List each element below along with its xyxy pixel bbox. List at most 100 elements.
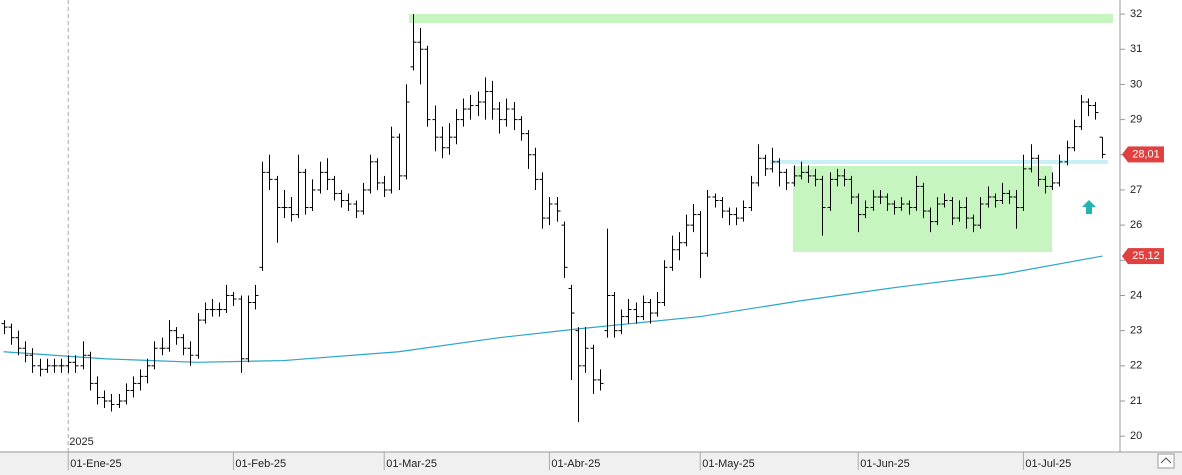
ohlc-bar: [970, 214, 977, 233]
x-tick-label: 01-May-25: [702, 458, 755, 470]
ohlc-bar: [726, 207, 733, 226]
y-tick-label: 26: [1130, 219, 1142, 231]
ohlc-bar: [295, 154, 302, 219]
ohlc-bar: [324, 158, 331, 190]
price-tag: [1128, 146, 1164, 163]
ohlc-bar: [453, 109, 460, 145]
up-arrow: [1082, 200, 1096, 214]
ohlc-bar: [733, 207, 740, 226]
ohlc-bar: [482, 77, 489, 120]
ohlc-bar: [338, 189, 345, 208]
ohlc-bar: [187, 341, 194, 366]
price-tag-arrow: [1122, 146, 1128, 163]
ohlc-bar: [827, 172, 834, 212]
ohlc-bar: [245, 295, 252, 363]
ohlc-bar: [949, 196, 956, 226]
resistance-band: [409, 14, 1113, 23]
ohlc-bar: [941, 193, 948, 208]
ohlc-bar: [331, 175, 338, 201]
ohlc-bar: [518, 116, 525, 141]
ohlc-bar: [123, 383, 130, 405]
ohlc-bar: [697, 211, 704, 278]
ohlc-bar: [503, 98, 510, 127]
ohlc-bar: [195, 313, 202, 359]
ohlc-bar: [302, 168, 309, 215]
ohlc-bar: [1064, 140, 1071, 166]
ohlc-bar: [15, 330, 22, 356]
y-tick-label: 22: [1130, 360, 1142, 372]
ohlc-bar: [44, 358, 51, 373]
ohlc-bar: [1056, 154, 1063, 187]
ohlc-bar: [202, 302, 209, 324]
ohlc-bar: [755, 144, 762, 187]
ohlc-bar: [108, 393, 115, 412]
ohlc-bar: [396, 133, 403, 190]
breakout-line: [770, 160, 1108, 164]
ohlc-bar: [259, 161, 266, 271]
ohlc-bar: [783, 168, 790, 190]
ohlc-bar: [29, 348, 36, 373]
year-label: 2025: [69, 436, 93, 448]
ohlc-bar: [288, 196, 295, 222]
ohlc-bar: [446, 123, 453, 155]
ohlc-bar: [575, 327, 582, 423]
ohlc-bar: [647, 298, 654, 324]
ohlc-bar: [532, 147, 539, 190]
ohlc-bar: [891, 200, 898, 215]
ohlc-bar: [51, 358, 58, 373]
ohlc-bar: [1071, 119, 1078, 152]
ohlc-bar: [906, 200, 913, 215]
price-tag-arrow: [1122, 248, 1128, 265]
ohlc-bar: [1020, 154, 1027, 212]
ohlc-bar: [748, 175, 755, 212]
ohlc-bar: [841, 168, 848, 187]
ohlc-bar: [999, 182, 1006, 205]
ohlc-bar: [360, 182, 367, 215]
y-tick-label: 31: [1130, 43, 1142, 55]
ohlc-bar: [927, 207, 934, 233]
ohlc-bar: [37, 358, 44, 377]
ohlc-bar: [410, 14, 417, 71]
ohlc-bar: [252, 284, 259, 310]
ohlc-bar: [116, 393, 123, 409]
price-tag: [1128, 248, 1164, 265]
ohlc-bar: [216, 302, 223, 317]
ohlc-bar: [238, 295, 245, 373]
ohlc-bar: [683, 214, 690, 247]
ohlc-bar: [374, 158, 381, 190]
ohlc-bar: [489, 80, 496, 120]
ohlc-bar: [1028, 144, 1035, 173]
ohlc-bar: [712, 193, 719, 208]
ohlc-bar: [137, 369, 144, 391]
y-tick-label: 29: [1130, 114, 1142, 126]
ohlc-bar: [274, 175, 281, 243]
ohlc-bar: [72, 355, 79, 373]
ohlc-bar: [1078, 94, 1085, 131]
ohlc-bar: [719, 196, 726, 219]
ohlc-bar: [80, 341, 87, 370]
ohlc-bar: [956, 200, 963, 222]
ohlc-bar: [144, 358, 151, 384]
scroll-icon: [1160, 457, 1172, 464]
ohlc-bar: [625, 298, 632, 324]
ohlc-bar: [1049, 172, 1056, 190]
ohlc-bar: [561, 221, 568, 278]
ohlc-bar: [367, 154, 374, 194]
ohlc-bar: [546, 196, 553, 226]
ohlc-bar: [388, 126, 395, 194]
ohlc-bar: [403, 84, 410, 180]
ohlc-bar: [669, 235, 676, 271]
ohlc-bar: [762, 154, 769, 176]
y-tick-label: 24: [1130, 289, 1142, 301]
y-tick-label: 32: [1130, 8, 1142, 20]
ohlc-bar: [870, 189, 877, 212]
moving-average: [3, 255, 1103, 363]
price-tag-label: 25,12: [1132, 250, 1160, 262]
ohlc-bar: [977, 196, 984, 229]
scroll-button[interactable]: [1157, 453, 1175, 469]
y-tick-label: 27: [1130, 184, 1142, 196]
y-tick-label: 30: [1130, 78, 1142, 90]
ohlc-bar: [94, 376, 101, 405]
ohlc-bar: [1085, 98, 1092, 117]
